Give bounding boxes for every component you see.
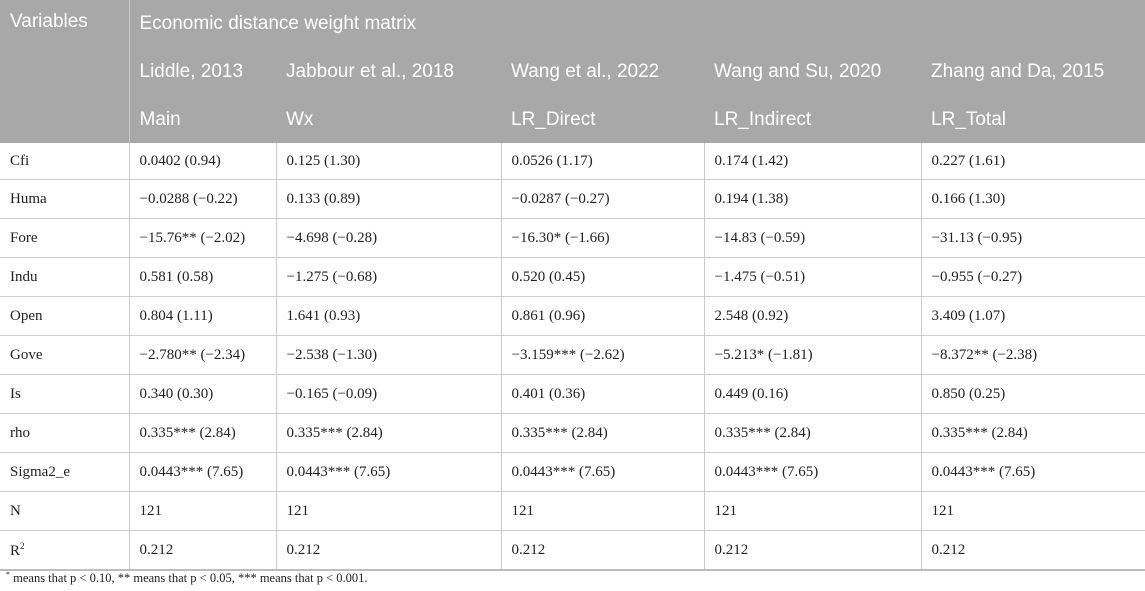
table-cell: 0.0443*** (7.65)	[500, 452, 704, 492]
table-cell: 0.0526 (1.17)	[500, 143, 704, 180]
significance-footnote: * means that p < 0.10, ** means that p <…	[6, 570, 368, 586]
variable-name: Huma	[0, 179, 129, 219]
citation-header: Zhang and Da, 2015	[921, 48, 1145, 96]
table-cell: 121	[128, 491, 276, 531]
table-cell: 0.0402 (0.94)	[128, 143, 276, 180]
table-cell: 0.335*** (2.84)	[128, 413, 276, 453]
table-cell: 0.0443*** (7.65)	[920, 452, 1145, 492]
table-row: Indu 0.581 (0.58) −1.275 (−0.68) 0.520 (…	[0, 257, 1145, 297]
table-cell: 0.194 (1.38)	[703, 179, 921, 219]
model-label-header: Main	[128, 96, 276, 143]
table-cell: 121	[920, 491, 1145, 531]
footnote-text: means that p < 0.10, ** means that p < 0…	[10, 571, 368, 585]
table-row: R2 0.212 0.212 0.212 0.212 0.212	[0, 530, 1145, 571]
variable-name: N	[0, 491, 129, 531]
table-cell: 0.212	[920, 530, 1145, 571]
table-cell: 0.212	[500, 530, 704, 571]
table-cell: 0.212	[275, 530, 501, 571]
table-cell: −15.76** (−2.02)	[128, 218, 276, 258]
table-row: Cfi 0.0402 (0.94) 0.125 (1.30) 0.0526 (1…	[0, 143, 1145, 180]
table-header: Variables Economic distance weight matri…	[0, 0, 1145, 143]
table-row: Open 0.804 (1.11) 1.641 (0.93) 0.861 (0.…	[0, 296, 1145, 336]
table-row: N 121 121 121 121 121	[0, 491, 1145, 531]
table-cell: −0.0287 (−0.27)	[500, 179, 704, 219]
table-cell: 0.449 (0.16)	[703, 374, 921, 414]
variable-name: Open	[0, 296, 129, 336]
table-row: Huma −0.0288 (−0.22) 0.133 (0.89) −0.028…	[0, 179, 1145, 219]
table-cell: −0.165 (−0.09)	[275, 374, 501, 414]
table-cell: 3.409 (1.07)	[920, 296, 1145, 336]
variable-name: Indu	[0, 257, 129, 297]
citation-header: Jabbour et al., 2018	[276, 48, 501, 96]
variable-name: Gove	[0, 335, 129, 375]
table-cell: 0.166 (1.30)	[920, 179, 1145, 219]
citation-header: Liddle, 2013	[128, 48, 276, 96]
table-cell: 0.335*** (2.84)	[500, 413, 704, 453]
table-cell: 0.804 (1.11)	[128, 296, 276, 336]
table-cell: 0.0443*** (7.65)	[128, 452, 276, 492]
table-cell: −14.83 (−0.59)	[703, 218, 921, 258]
r-squared-exponent: 2	[20, 540, 25, 551]
table-cell: 1.641 (0.93)	[275, 296, 501, 336]
model-label-header: Wx	[276, 96, 501, 143]
table-cell: 121	[275, 491, 501, 531]
table-cell: 0.581 (0.58)	[128, 257, 276, 297]
variable-name: Is	[0, 374, 129, 414]
table-cell: −2.780** (−2.34)	[128, 335, 276, 375]
variable-name: rho	[0, 413, 129, 453]
table-cell: 0.861 (0.96)	[500, 296, 704, 336]
table-cell: 0.133 (0.89)	[275, 179, 501, 219]
table-row: Is 0.340 (0.30) −0.165 (−0.09) 0.401 (0.…	[0, 374, 1145, 414]
table-cell: 0.335*** (2.84)	[920, 413, 1145, 453]
citation-header: Wang et al., 2022	[501, 48, 704, 96]
table-cell: 0.340 (0.30)	[128, 374, 276, 414]
table-cell: 2.548 (0.92)	[703, 296, 921, 336]
table-cell: 0.0443*** (7.65)	[703, 452, 921, 492]
table-cell: −0.0288 (−0.22)	[128, 179, 276, 219]
r-squared-symbol: R	[10, 542, 21, 559]
table-cell: 0.850 (0.25)	[920, 374, 1145, 414]
variable-name: Sigma2_e	[0, 452, 129, 492]
table-cell: 0.227 (1.61)	[920, 143, 1145, 180]
table-row: rho 0.335*** (2.84) 0.335*** (2.84) 0.33…	[0, 413, 1145, 453]
table-row: Gove −2.780** (−2.34) −2.538 (−1.30) −3.…	[0, 335, 1145, 375]
variables-header: Variables	[0, 0, 129, 143]
table-cell: −16.30* (−1.66)	[500, 218, 704, 258]
table-cell: −3.159*** (−2.62)	[500, 335, 704, 375]
table-cell: −4.698 (−0.28)	[275, 218, 501, 258]
matrix-group-header: Economic distance weight matrix	[128, 0, 1145, 48]
table-cell: 0.174 (1.42)	[703, 143, 921, 180]
table-cell: −2.538 (−1.30)	[275, 335, 501, 375]
table-row: Fore −15.76** (−2.02) −4.698 (−0.28) −16…	[0, 218, 1145, 258]
table-cell: −8.372** (−2.38)	[920, 335, 1145, 375]
citation-header: Wang and Su, 2020	[704, 48, 921, 96]
table-cell: −1.475 (−0.51)	[703, 257, 921, 297]
table-cell: −5.213* (−1.81)	[703, 335, 921, 375]
table-cell: 0.0443*** (7.65)	[275, 452, 501, 492]
table-cell: 0.335*** (2.84)	[703, 413, 921, 453]
table-cell: 0.212	[703, 530, 921, 571]
model-label-header: LR_Indirect	[704, 96, 921, 143]
variable-name: R2	[0, 530, 129, 571]
table-cell: 121	[500, 491, 704, 531]
table-body: Cfi 0.0402 (0.94) 0.125 (1.30) 0.0526 (1…	[0, 143, 1145, 571]
model-label-header: LR_Total	[921, 96, 1145, 143]
table-cell: 121	[703, 491, 921, 531]
footnote-star: *	[6, 570, 10, 579]
table-cell: −1.275 (−0.68)	[275, 257, 501, 297]
regression-results-table: Variables Economic distance weight matri…	[0, 0, 1145, 571]
variable-name: Cfi	[0, 143, 129, 180]
table-row: Sigma2_e 0.0443*** (7.65) 0.0443*** (7.6…	[0, 452, 1145, 492]
model-label-header: LR_Direct	[501, 96, 704, 143]
table-cell: 0.125 (1.30)	[275, 143, 501, 180]
table-cell: 0.520 (0.45)	[500, 257, 704, 297]
table-cell: −0.955 (−0.27)	[920, 257, 1145, 297]
table-cell: 0.401 (0.36)	[500, 374, 704, 414]
table-cell: 0.212	[128, 530, 276, 571]
variable-name: Fore	[0, 218, 129, 258]
table-cell: 0.335*** (2.84)	[275, 413, 501, 453]
table-cell: −31.13 (−0.95)	[920, 218, 1145, 258]
